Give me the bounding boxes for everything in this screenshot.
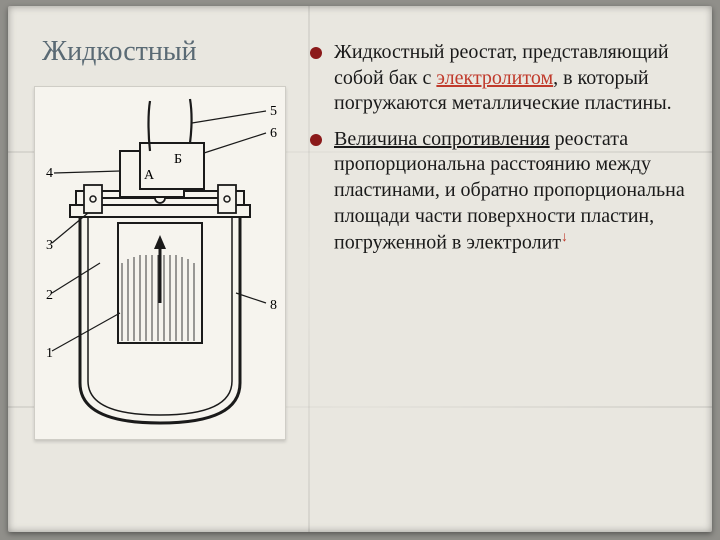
page-title: Жидкостный xyxy=(42,36,197,68)
rheostat-diagram: 1 2 3 4 5 6 8 А Б xyxy=(40,93,280,433)
electrolyte-link[interactable]: электролитом xyxy=(436,67,553,89)
fig-label-8: 8 xyxy=(270,298,277,313)
fig-label-6: 6 xyxy=(270,126,277,141)
fig-label-5: 5 xyxy=(270,104,277,119)
diagram-figure: 1 2 3 4 5 6 8 А Б xyxy=(34,86,286,440)
fig-label-1: 1 xyxy=(46,346,53,361)
footnote-mark: ↓ xyxy=(561,230,568,245)
fig-label-3: 3 xyxy=(46,238,53,253)
plate-label-b: Б xyxy=(174,152,182,167)
paper-sheet: Жидкостный xyxy=(8,6,712,532)
fig-label-2: 2 xyxy=(46,288,53,303)
bullet-lead: Величина сопротивления xyxy=(334,128,550,150)
plate-label-a: А xyxy=(144,168,155,183)
bullet-item: Жидкостный реостат, представляющий собой… xyxy=(308,40,708,117)
body-text: Жидкостный реостат, представляющий собой… xyxy=(308,40,708,266)
fig-label-4: 4 xyxy=(46,166,53,181)
bullet-item: Величина сопротивления реостата пропорци… xyxy=(308,127,708,257)
